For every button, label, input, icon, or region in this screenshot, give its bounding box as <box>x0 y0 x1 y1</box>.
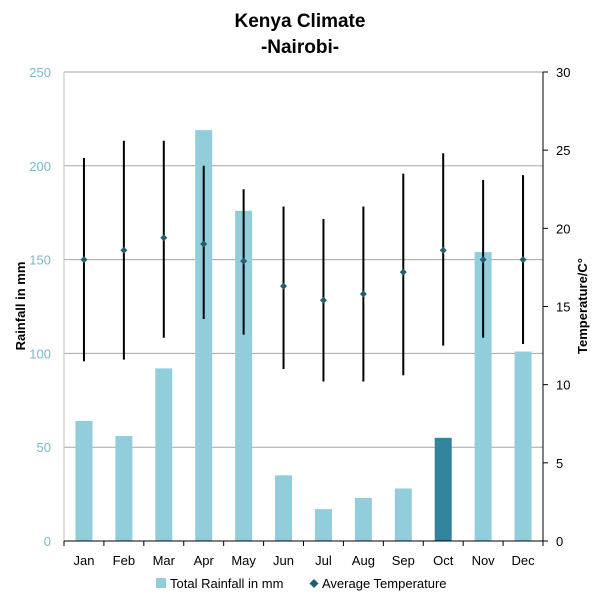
temperature-range-lines <box>82 140 525 382</box>
left-tick-label: 250 <box>29 65 51 80</box>
x-tick-label: Jul <box>315 553 332 568</box>
rainfall-bar-jul <box>314 509 332 541</box>
temperature-point-jul <box>319 296 327 304</box>
temperature-markers <box>80 234 527 304</box>
legend-temperature-label: Average Temperature <box>322 576 447 591</box>
right-tick-label: 10 <box>556 378 570 393</box>
rainfall-bar-jun <box>275 475 293 541</box>
x-tick-label: Sep <box>392 553 415 568</box>
x-tick-label: Feb <box>113 553 135 568</box>
rainfall-bar-aug <box>354 497 372 541</box>
rainfall-bar-may <box>235 210 253 541</box>
x-tick-label: Aug <box>352 553 375 568</box>
temperature-point-mar <box>160 234 168 242</box>
temperature-point-aug <box>359 290 367 298</box>
legend-rainfall-swatch <box>156 578 166 588</box>
y-axis-title: Rainfall in mm <box>13 262 28 351</box>
x-tick-label: Jun <box>273 553 294 568</box>
right-tick-label: 20 <box>556 221 570 236</box>
rainfall-bar-apr <box>195 130 213 541</box>
x-tick-label: Nov <box>472 553 496 568</box>
x-tick-label: Apr <box>194 553 215 568</box>
right-axis-ticks: 0 5 10 15 20 25 30 <box>543 65 570 549</box>
temperature-point-oct <box>439 246 447 254</box>
temperature-point-may <box>240 257 248 265</box>
left-tick-label: 150 <box>29 253 51 268</box>
chart-subtitle: -Nairobi- <box>261 37 339 58</box>
rainfall-bars <box>75 130 532 541</box>
gridlines <box>64 71 543 448</box>
x-tick-label: Oct <box>433 553 454 568</box>
left-tick-label: 0 <box>44 534 51 549</box>
rainfall-bar-mar <box>155 368 173 541</box>
x-tick-label: May <box>231 553 256 568</box>
temperature-point-jun <box>280 282 288 290</box>
right-tick-label: 0 <box>556 534 563 549</box>
right-tick-label: 25 <box>556 143 570 158</box>
temperature-point-nov <box>479 256 487 264</box>
rainfall-bar-dec <box>514 351 532 541</box>
left-axis-ticks: 0 50 100 150 200 250 <box>29 65 51 549</box>
rainfall-bar-nov <box>474 252 492 541</box>
rainfall-bar-feb <box>115 435 133 541</box>
temperature-point-dec <box>519 256 527 264</box>
x-tick-label: Dec <box>511 553 535 568</box>
left-tick-label: 50 <box>37 440 51 455</box>
right-tick-label: 15 <box>556 300 570 315</box>
left-tick-label: 100 <box>29 346 51 361</box>
temperature-point-feb <box>120 246 128 254</box>
rainfall-bar-sep <box>394 488 412 541</box>
left-tick-label: 200 <box>29 159 51 174</box>
temperature-point-jan <box>80 256 88 264</box>
chart-title: Kenya Climate <box>235 11 366 32</box>
temperature-point-sep <box>399 268 407 276</box>
y2-axis-title: Temperature/C° <box>575 258 590 354</box>
temperature-point-apr <box>200 240 208 248</box>
right-tick-label: 30 <box>556 65 570 80</box>
x-tick-label: Mar <box>153 553 176 568</box>
right-tick-label: 5 <box>556 456 563 471</box>
x-tick-label: Jan <box>73 553 94 568</box>
rainfall-bar-oct <box>434 437 452 541</box>
legend-rainfall-label: Total Rainfall in mm <box>170 576 283 591</box>
legend: Total Rainfall in mm Average Temperature <box>156 576 447 591</box>
legend-temperature-marker <box>309 579 319 588</box>
rainfall-bar-jan <box>75 420 93 541</box>
x-axis-ticks: Jan Feb Mar Apr May Jun Jul Aug Sep Oct Nov Dec <box>63 541 544 568</box>
